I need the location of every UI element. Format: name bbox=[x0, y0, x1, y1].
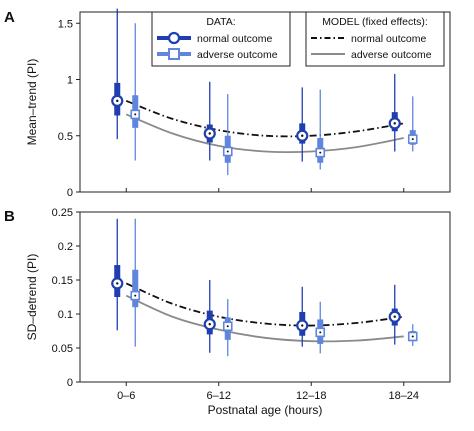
median-dot bbox=[226, 325, 229, 328]
legend-data-title: DATA: bbox=[206, 16, 235, 28]
panel-a: 0 0.5 1 1.5 Mean–trend (PI) bbox=[25, 8, 451, 199]
panel-b-ylabel: SD–detrend (PI) bbox=[25, 254, 39, 341]
model-curve-normal bbox=[125, 282, 404, 327]
legend-model-title: MODEL (fixed effects): bbox=[322, 16, 428, 28]
legend-data-normal-label: normal outcome bbox=[197, 33, 272, 45]
box-normal bbox=[203, 81, 216, 161]
legend-data-adverse-marker bbox=[157, 48, 191, 60]
box-normal bbox=[296, 286, 309, 347]
box-adverse bbox=[315, 301, 326, 354]
box-normal bbox=[203, 280, 216, 353]
box-adverse bbox=[130, 218, 141, 347]
median-dot bbox=[301, 134, 304, 137]
x-tick-label: 12–18 bbox=[296, 390, 327, 402]
box-normal bbox=[111, 218, 124, 331]
median-dot bbox=[319, 331, 322, 334]
median-dot bbox=[319, 151, 322, 154]
median-dot bbox=[393, 122, 396, 125]
median-dot bbox=[208, 132, 211, 135]
box-normal bbox=[388, 73, 401, 152]
panel-a-y-ticks: 0 0.5 1 1.5 bbox=[58, 18, 405, 199]
y-tick-label: 0.05 bbox=[52, 343, 73, 355]
iqr-bar bbox=[132, 269, 139, 308]
panel-b-boxes bbox=[111, 218, 418, 357]
model-curve-adverse bbox=[125, 294, 404, 343]
y-tick-label: 0 bbox=[67, 377, 73, 389]
y-tick-label: 1 bbox=[67, 75, 73, 87]
y-tick-label: 1.5 bbox=[58, 18, 73, 30]
model-curve-adverse bbox=[125, 113, 404, 154]
panel-b: 0 0.05 0.1 0.15 0.2 0.25 0–6 6–12 12–18 18–24 SD… bbox=[25, 207, 451, 402]
legend-data-adverse-label: adverse outcome bbox=[197, 49, 278, 61]
panel-b-frame bbox=[79, 211, 451, 383]
y-tick-label: 0.25 bbox=[52, 207, 73, 219]
y-tick-label: 0.5 bbox=[58, 131, 73, 143]
median-dot bbox=[134, 113, 137, 116]
panel-b-y-ticks: 0 0.05 0.1 0.15 0.2 0.25 bbox=[52, 207, 80, 389]
panel-a-model-curves bbox=[125, 100, 404, 154]
model-curve-normal bbox=[125, 100, 404, 138]
median-dot bbox=[134, 294, 137, 297]
panel-b-x-ticks: 0–6 6–12 12–18 18–24 bbox=[117, 382, 419, 402]
median-dot bbox=[116, 282, 119, 285]
legend-data: DATA: normal outcome adverse outcome bbox=[151, 11, 291, 67]
median-dot bbox=[393, 315, 396, 318]
x-axis-label: Postnatal age (hours) bbox=[208, 403, 323, 417]
box-adverse bbox=[222, 94, 233, 176]
y-tick-label: 0.15 bbox=[52, 275, 73, 287]
box-adverse bbox=[407, 96, 418, 152]
x-tick-label: 0–6 bbox=[117, 390, 135, 402]
legend-model-normal-label: normal outcome bbox=[351, 33, 426, 45]
x-tick-label: 18–24 bbox=[388, 390, 419, 402]
box-adverse bbox=[130, 23, 141, 161]
box-normal bbox=[296, 87, 309, 162]
median-dot bbox=[208, 323, 211, 326]
panel-a-ylabel: Mean–trend (PI) bbox=[25, 59, 39, 146]
box-adverse bbox=[407, 324, 418, 346]
box-normal bbox=[388, 284, 401, 345]
panel-b-model-curves bbox=[125, 282, 404, 343]
y-tick-label: 0.2 bbox=[58, 241, 73, 253]
median-dot bbox=[301, 324, 304, 327]
legend-data-normal-marker bbox=[157, 31, 191, 45]
median-dot bbox=[116, 99, 119, 103]
panel-a-boxes bbox=[111, 8, 418, 176]
legend-model-adverse-label: adverse outcome bbox=[351, 49, 432, 61]
panel-b-letter: B bbox=[4, 208, 15, 225]
box-adverse bbox=[315, 89, 326, 170]
y-tick-label: 0 bbox=[67, 187, 73, 199]
median-dot bbox=[411, 335, 414, 338]
x-tick-label: 6–12 bbox=[207, 390, 231, 402]
panel-a-letter: A bbox=[4, 9, 15, 26]
box-adverse bbox=[222, 299, 233, 357]
y-tick-label: 0.1 bbox=[58, 309, 73, 321]
median-dot bbox=[411, 138, 414, 141]
median-dot bbox=[226, 150, 229, 153]
legend-model: MODEL (fixed effects): normal outcome ad… bbox=[305, 11, 445, 67]
box-normal bbox=[111, 8, 124, 140]
